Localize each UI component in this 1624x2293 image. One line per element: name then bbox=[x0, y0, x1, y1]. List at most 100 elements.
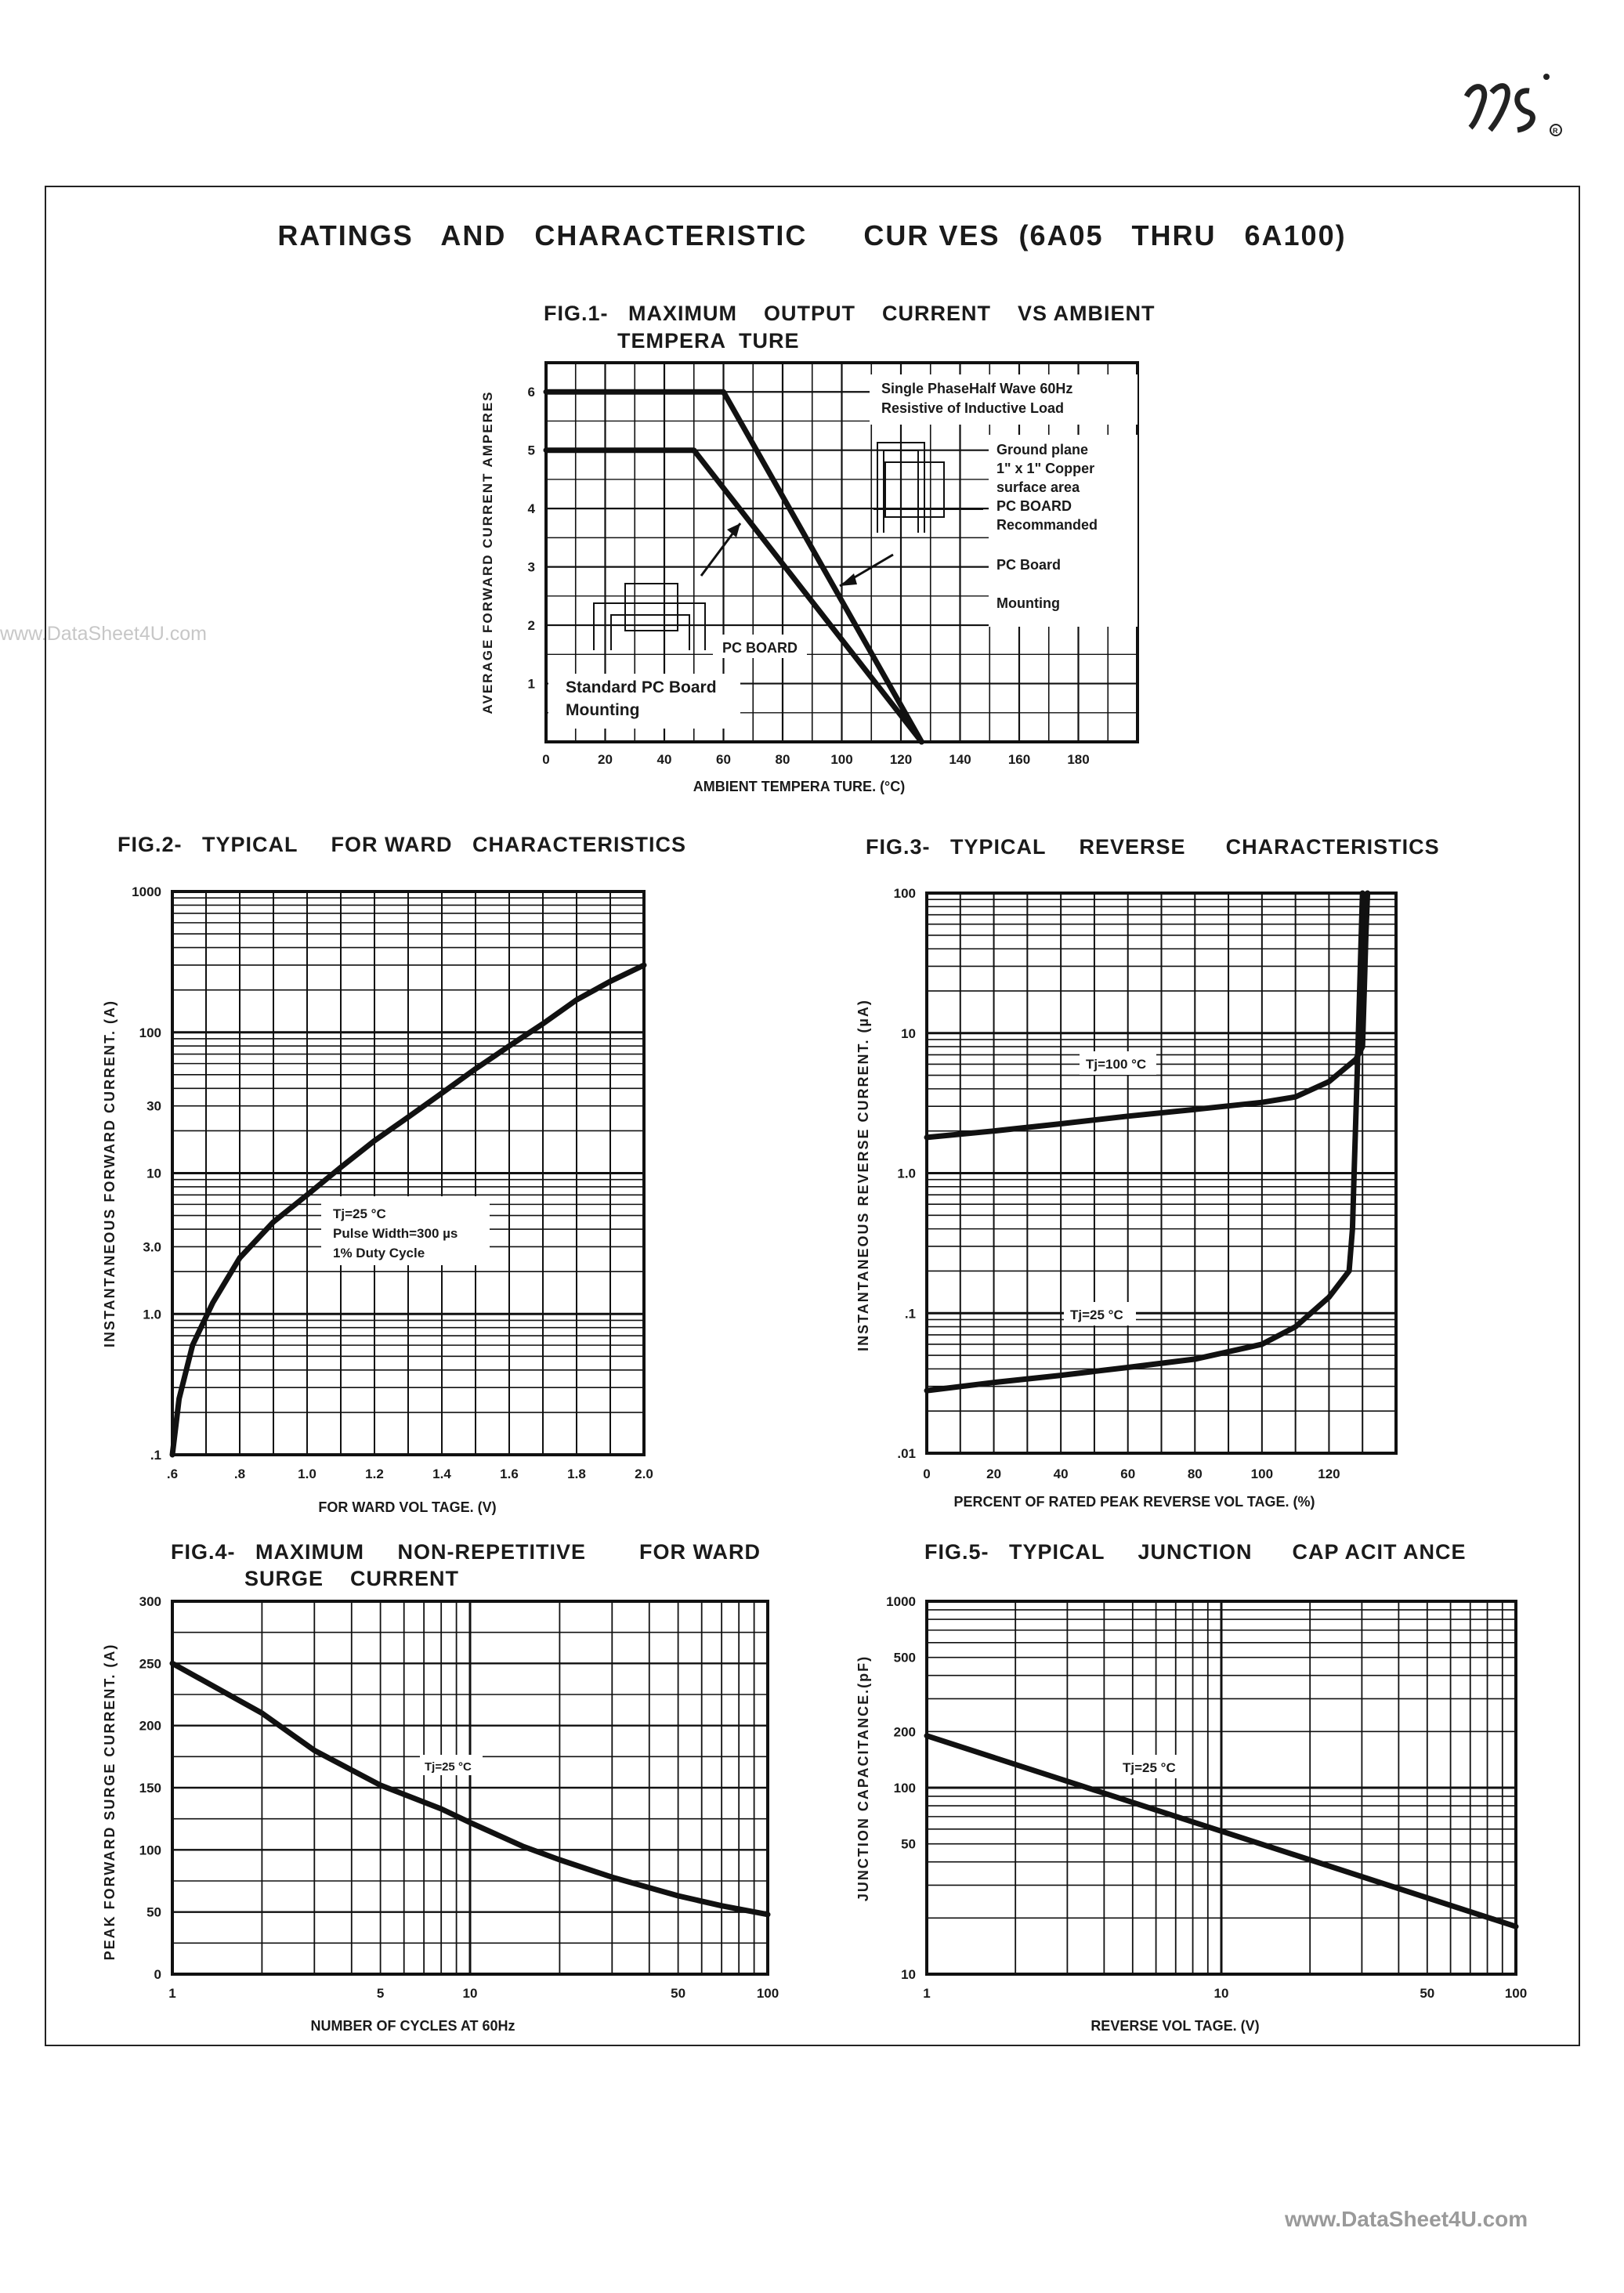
fig1-standard-text: Mounting bbox=[566, 701, 639, 719]
company-logo: R bbox=[1463, 74, 1562, 136]
fig1-arrowhead-left bbox=[727, 523, 740, 537]
fig3-ytick: 1.0 bbox=[897, 1166, 916, 1181]
fig5-ytick: 10 bbox=[901, 1967, 916, 1982]
fig3-ytick: 10 bbox=[901, 1026, 916, 1041]
fig2-xtick: 1.4 bbox=[432, 1467, 451, 1481]
fig1-ground-text: Recommanded bbox=[996, 517, 1098, 533]
fig2-ytick: .1 bbox=[150, 1448, 161, 1463]
fig3-xtick: 120 bbox=[1318, 1467, 1340, 1481]
fig3-xtick: 20 bbox=[986, 1467, 1001, 1481]
fig3-xtick: 60 bbox=[1120, 1467, 1135, 1481]
fig1-standard-bg bbox=[548, 674, 740, 729]
fig3-series-1 bbox=[924, 890, 1371, 1141]
fig4-annotation-bg bbox=[420, 1755, 483, 1775]
fig1-xtick: 180 bbox=[1067, 752, 1089, 767]
fig2-xtick: .8 bbox=[234, 1467, 245, 1481]
fig4-ytick: 50 bbox=[146, 1905, 161, 1920]
fig5-plot-area bbox=[925, 1600, 1517, 1976]
fig1-title-line2: TEMPERA TURE bbox=[617, 329, 800, 353]
fig2-annotation-text: 1% Duty Cycle bbox=[333, 1246, 425, 1260]
fig1-xtick: 0 bbox=[542, 752, 549, 767]
fig4-xtick: 1 bbox=[168, 1986, 175, 2001]
fig4-ytick: 200 bbox=[139, 1719, 161, 1734]
watermark-bottom: www.DataSheet4U.com bbox=[1285, 2207, 1528, 2231]
fig1-xtick: 60 bbox=[716, 752, 731, 767]
fig1-title: FIG.1- MAXIMUM OUTPUT CURRENT VS AMBIENT bbox=[544, 302, 1156, 325]
fig2-ytick: 30 bbox=[146, 1099, 161, 1114]
fig1-pcboard-mounting-text: PC Board bbox=[996, 557, 1061, 573]
fig4-series-1 bbox=[169, 1660, 771, 1918]
fig2-title: FIG.2- TYPICAL FOR WARD CHARACTERISTICS bbox=[118, 833, 687, 856]
fig4-xtick: 5 bbox=[377, 1986, 384, 2001]
fig1-legend-box bbox=[870, 374, 1138, 425]
fig2-xlabel: FOR WARD VOL TAGE. (V) bbox=[318, 1499, 496, 1515]
fig4-ytick: 100 bbox=[139, 1843, 161, 1857]
fig1-ground-text: Ground plane bbox=[996, 442, 1088, 458]
fig2-xtick: 1.2 bbox=[365, 1467, 384, 1481]
fig3-ylabel: INSTANTANEOUS REVERSE CURRENT. (µA) bbox=[855, 999, 871, 1351]
content-frame bbox=[45, 186, 1580, 2046]
fig3-series-2 bbox=[924, 890, 1365, 1394]
fig2-xtick: 1.8 bbox=[567, 1467, 586, 1481]
fig1-ytick: 2 bbox=[528, 618, 535, 633]
fig1-ground-text: 1" x 1" Copper bbox=[996, 461, 1094, 476]
fig1-pcboard-bg bbox=[713, 635, 807, 658]
fig4-ytick: 300 bbox=[139, 1594, 161, 1609]
fig5-series-1 bbox=[924, 1733, 1519, 1930]
fig5-ytick: 500 bbox=[894, 1651, 916, 1665]
fig4-xtick: 100 bbox=[757, 1986, 779, 2001]
fig1-ytick: 4 bbox=[528, 501, 536, 516]
fig2-ylabel: INSTANTANEOUS FORWARD CURRENT. (A) bbox=[102, 1000, 118, 1347]
fig4-annotation-text: Tj=25 °C bbox=[425, 1760, 472, 1774]
fig1-xlabel: AMBIENT TEMPERA TURE. (°C) bbox=[693, 779, 906, 794]
fig5-xtick: 1 bbox=[923, 1986, 930, 2001]
fig4-ytick: 0 bbox=[154, 1967, 161, 1982]
fig2-xtick: 1.0 bbox=[298, 1467, 316, 1481]
fig2-annotation-text: Pulse Width=300 µs bbox=[333, 1226, 458, 1241]
fig2-annotation-text: Tj=25 °C bbox=[333, 1206, 386, 1221]
fig2-ytick: 100 bbox=[139, 1025, 161, 1040]
fig1-pcboard-mounting-text: Mounting bbox=[996, 595, 1060, 611]
fig2-series-1 bbox=[169, 962, 647, 1458]
fig1-ytick: 1 bbox=[528, 677, 535, 692]
fig4-ytick: 250 bbox=[139, 1656, 161, 1671]
fig2-ytick: 1.0 bbox=[143, 1307, 161, 1322]
fig4-ylabel: PEAK FORWARD SURGE CURRENT. (A) bbox=[102, 1644, 118, 1961]
fig5-annotation-bg bbox=[1116, 1755, 1185, 1778]
fig1-xtick: 80 bbox=[776, 752, 790, 767]
fig3-xtick: 40 bbox=[1054, 1467, 1069, 1481]
fig3-label-bg-1 bbox=[1080, 1051, 1156, 1075]
fig3-plot-area bbox=[925, 892, 1398, 1455]
fig2-ytick: 3.0 bbox=[143, 1239, 161, 1254]
fig5-ytick: 100 bbox=[894, 1781, 916, 1796]
fig1-series-1 bbox=[543, 389, 924, 745]
fig5-xlabel: REVERSE VOL TAGE. (V) bbox=[1091, 2018, 1259, 2034]
fig4-plot-area bbox=[171, 1600, 769, 1976]
fig3-xtick: 0 bbox=[923, 1467, 930, 1481]
fig1-xtick: 100 bbox=[830, 752, 852, 767]
fig3-xtick: 80 bbox=[1188, 1467, 1203, 1481]
fig2-ytick: 1000 bbox=[132, 884, 161, 899]
watermark-left: www.DataSheet4U.com bbox=[0, 623, 208, 645]
fig5-ytick: 1000 bbox=[886, 1594, 916, 1609]
fig2-xtick: .6 bbox=[167, 1467, 178, 1481]
fig1-xtick: 20 bbox=[598, 752, 613, 767]
fig1-ylabel: AVERAGE FORWARD CURRENT AMPERES bbox=[480, 390, 495, 714]
fig5-xtick: 100 bbox=[1505, 1986, 1527, 2001]
fig1-ground-text: surface area bbox=[996, 479, 1080, 495]
fig3-ytick: .01 bbox=[897, 1446, 916, 1461]
fig3-label-bg-2 bbox=[1064, 1302, 1136, 1326]
fig1-standard-text: Standard PC Board bbox=[566, 678, 717, 696]
fig4-title-line2: SURGE CURRENT bbox=[244, 1567, 460, 1590]
fig4-xlabel: NUMBER OF CYCLES AT 60Hz bbox=[310, 2018, 515, 2034]
fig1-series-2 bbox=[543, 447, 924, 745]
fig2-plot-area bbox=[171, 890, 646, 1456]
fig2-xtick: 2.0 bbox=[635, 1467, 653, 1481]
fig1-ytick: 6 bbox=[528, 385, 535, 400]
fig1-xtick: 120 bbox=[890, 752, 912, 767]
fig1-xtick: 140 bbox=[949, 752, 971, 767]
